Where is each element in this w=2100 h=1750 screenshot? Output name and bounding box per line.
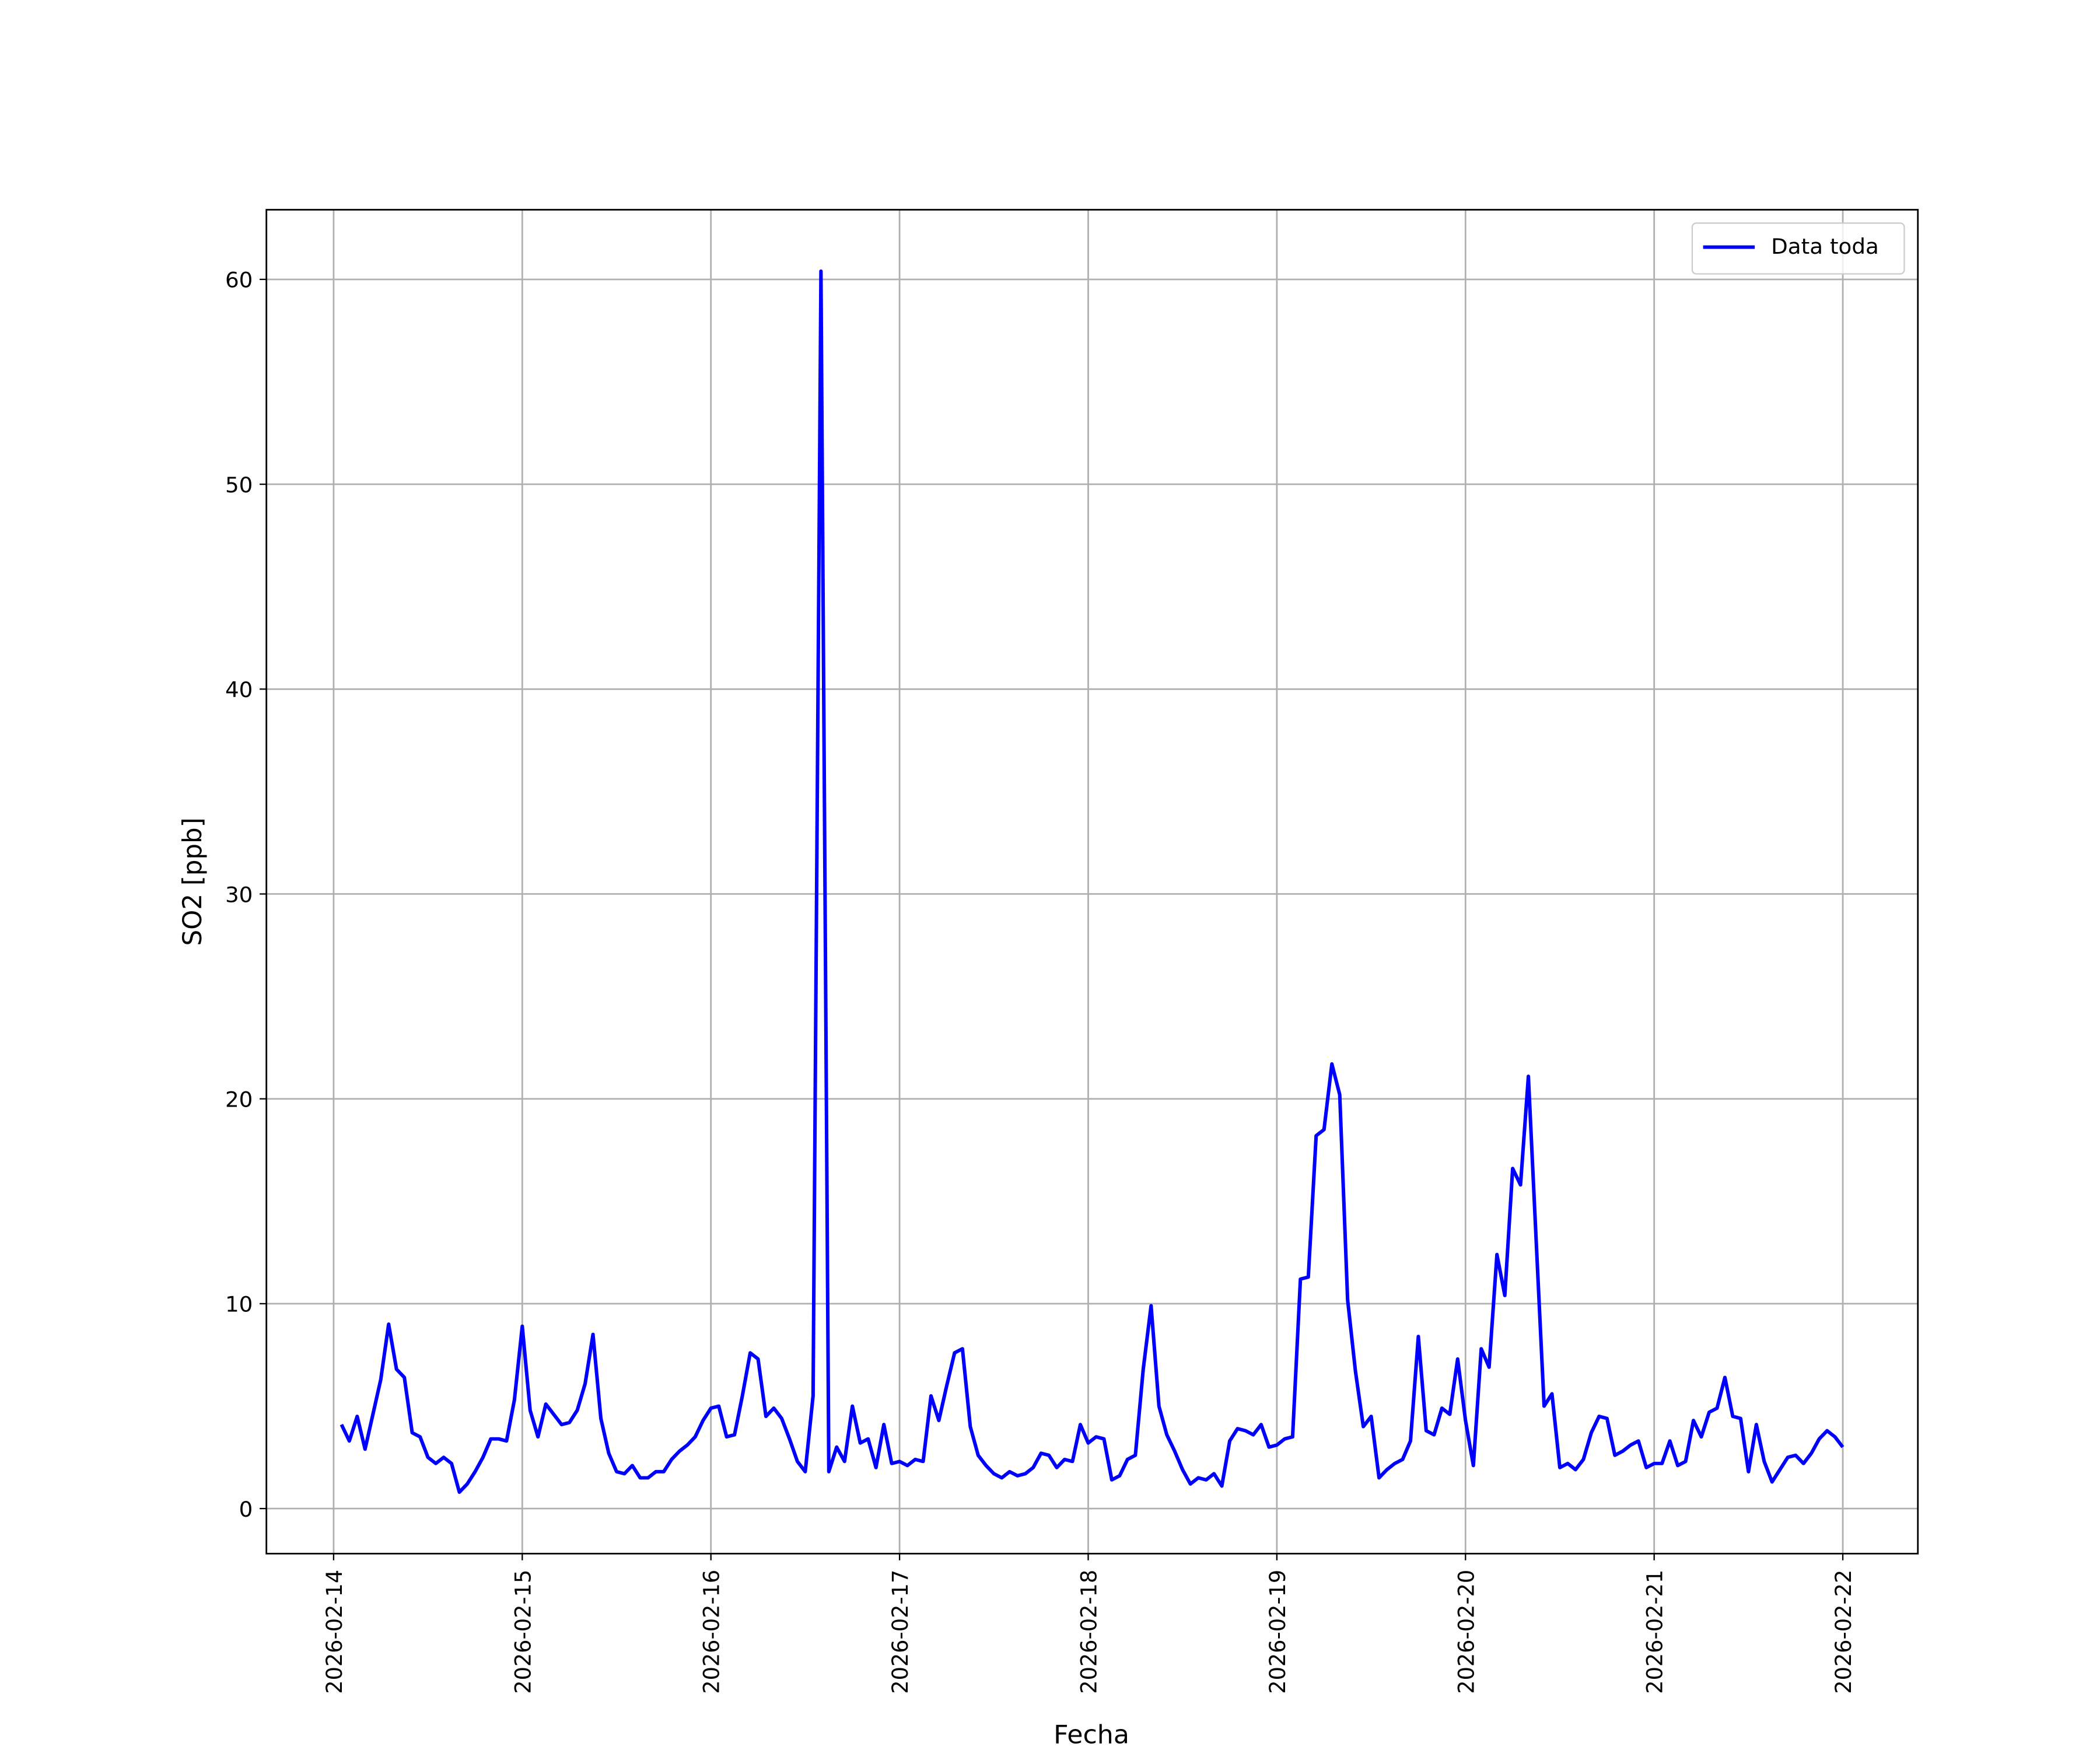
y-tick-label: 0 xyxy=(239,1497,253,1522)
x-tick-label: 2026-02-20 xyxy=(1454,1570,1479,1694)
x-tick-label: 2026-02-14 xyxy=(322,1570,347,1694)
y-tick-label: 20 xyxy=(225,1087,253,1112)
legend-label: Data toda xyxy=(1771,234,1879,259)
legend-box xyxy=(1691,222,1905,275)
x-axis-label: Fecha xyxy=(1054,1720,1129,1750)
y-axis-label: SO2 [ppb] xyxy=(178,817,208,946)
data-line xyxy=(340,269,1845,1494)
x-tick-label: 2026-02-21 xyxy=(1642,1570,1667,1694)
x-tick-label: 2026-02-19 xyxy=(1265,1570,1290,1694)
y-tick-label: 50 xyxy=(225,473,253,498)
plot-frame xyxy=(265,209,1919,1555)
y-tick-label: 30 xyxy=(225,883,253,908)
x-tick-label: 2026-02-17 xyxy=(888,1570,913,1694)
x-tick-label: 2026-02-22 xyxy=(1831,1570,1856,1694)
x-tick-label: 2026-02-18 xyxy=(1076,1570,1101,1694)
x-tick-label: 2026-02-16 xyxy=(699,1570,724,1694)
y-tick-label: 60 xyxy=(225,268,253,293)
y-tick-label: 10 xyxy=(225,1292,253,1317)
y-tick-label: 40 xyxy=(225,677,253,702)
x-tick-label: 2026-02-15 xyxy=(510,1570,536,1694)
